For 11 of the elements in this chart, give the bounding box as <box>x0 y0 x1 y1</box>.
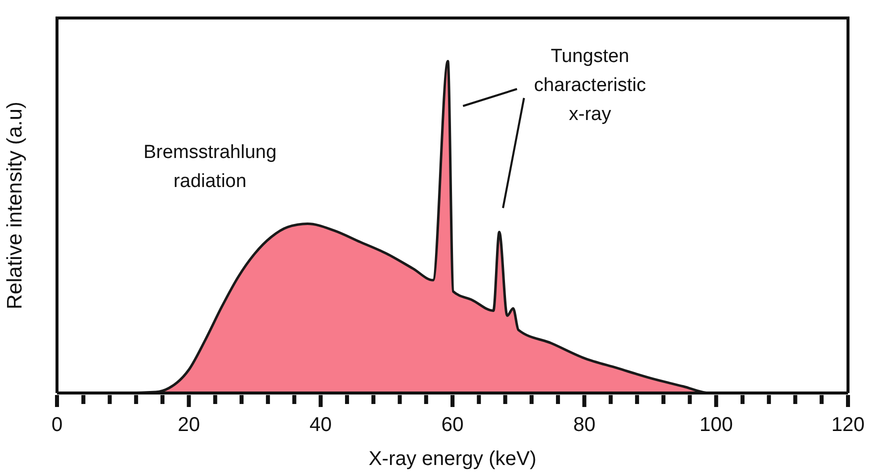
x-tick-label: 80 <box>573 414 596 436</box>
x-tick-label: 120 <box>831 414 865 436</box>
x-axis-title: X-ray energy (keV) <box>368 448 536 470</box>
x-tick-label: 60 <box>441 414 464 436</box>
x-tick-label: 0 <box>51 414 63 436</box>
annotation: Bremsstrahlung radiation <box>142 141 278 194</box>
x-tick-label: 40 <box>310 414 332 436</box>
annotation: Tungsten characteristic x-ray <box>533 45 647 127</box>
y-axis-title: Relative intensity (a.u) <box>3 102 26 310</box>
x-tick-label: 100 <box>699 414 733 436</box>
x-tick-label: 20 <box>178 414 200 436</box>
